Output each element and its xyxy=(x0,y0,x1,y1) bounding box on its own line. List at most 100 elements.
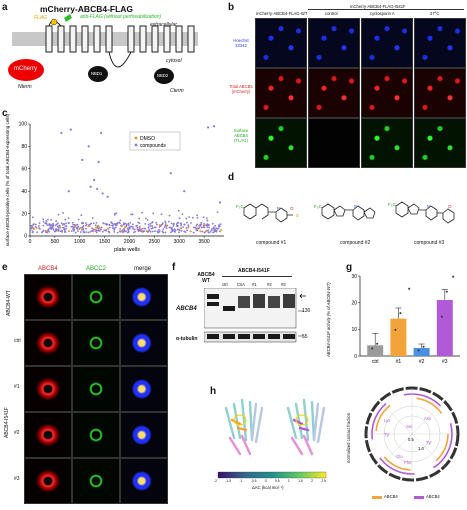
compound-point xyxy=(182,226,185,229)
micrograph-b-hoechst-csa xyxy=(361,18,413,68)
compound-point xyxy=(207,231,210,234)
compound-point xyxy=(176,225,178,227)
dmso-point xyxy=(32,227,35,230)
compound-point xyxy=(124,222,127,225)
compound-point xyxy=(190,222,192,224)
compound-point xyxy=(137,229,140,232)
compound-point xyxy=(129,221,132,224)
compound-hit-point xyxy=(81,158,84,161)
compound-point xyxy=(185,227,188,229)
col-cyclosporin: cyclosporin A xyxy=(370,11,395,16)
col-control: control xyxy=(325,11,338,16)
helix xyxy=(312,402,326,444)
micrograph-e-1-abcb4 xyxy=(24,366,72,412)
compound-point xyxy=(177,221,180,224)
tubulin-band xyxy=(207,334,219,339)
compound-point xyxy=(91,217,94,219)
compound-point xyxy=(42,224,45,227)
compound-hit-point xyxy=(89,185,92,188)
g-star-1: * xyxy=(408,288,411,294)
dmso-point xyxy=(94,229,97,232)
replicate-point xyxy=(445,290,448,293)
dmso-point xyxy=(146,230,149,233)
compound-point xyxy=(174,229,177,232)
micrograph-b-hoechst-27c xyxy=(414,18,466,68)
compound-point xyxy=(188,216,191,218)
dmso-point xyxy=(78,227,81,230)
compound-point xyxy=(42,218,45,221)
helix xyxy=(250,402,264,444)
nbd1-blob xyxy=(88,66,108,82)
bar xyxy=(390,318,407,356)
compound-point xyxy=(29,229,32,232)
legend-swatch-b xyxy=(414,496,424,499)
arrow-icon xyxy=(299,293,306,299)
antibody-icon xyxy=(64,14,72,22)
loop xyxy=(108,51,132,68)
helix xyxy=(230,418,248,432)
compound-point xyxy=(184,231,187,233)
compound-point xyxy=(48,222,51,225)
micrograph-e-2-abcb4 xyxy=(24,412,72,458)
compound-point xyxy=(92,228,95,231)
compound-hit-point xyxy=(206,126,210,129)
compound-point xyxy=(36,231,39,234)
compound-point xyxy=(138,222,141,225)
x-tick-label: #2 xyxy=(419,359,425,365)
compound-point xyxy=(183,223,186,226)
tm-helix xyxy=(163,25,171,53)
compound-point xyxy=(90,222,93,225)
panel-a-title: mCherry-ABCB4-FLAG xyxy=(40,4,134,14)
micrograph-b-surface-27c xyxy=(414,118,466,168)
compound-point xyxy=(154,230,156,233)
compound-point xyxy=(91,227,94,230)
compound-point xyxy=(40,231,43,234)
blot-band xyxy=(207,302,219,306)
compound-point xyxy=(196,223,198,226)
compound-point xyxy=(123,230,126,233)
compound-point xyxy=(161,223,164,226)
legend-label-a: ABCB4 xyxy=(384,494,398,499)
compound-point xyxy=(151,221,153,224)
e-col-abcc2: ABCC2 xyxy=(86,266,107,272)
x-tick-label: 2500 xyxy=(149,239,160,245)
compound-hit-point xyxy=(183,190,186,193)
colorbar-tick: 2.5 xyxy=(321,479,326,483)
g-ylabel: ABCB4-I541F activity (% of ABCB4-WT) xyxy=(326,282,331,358)
compound-point xyxy=(76,227,79,230)
compound-point xyxy=(52,228,55,231)
compound-point xyxy=(130,213,132,216)
compound-point xyxy=(216,211,219,214)
compound-point xyxy=(140,228,142,231)
compound-point xyxy=(60,222,63,225)
compound-point xyxy=(82,222,85,225)
compound-point xyxy=(127,222,130,225)
compound-point xyxy=(162,228,165,231)
replicate-point xyxy=(440,315,443,318)
group-header: mCherry-ABCB4-FLAG-I541F xyxy=(350,4,406,9)
compound-point xyxy=(50,224,52,227)
compound-point xyxy=(150,227,153,230)
compound-point xyxy=(186,229,188,232)
compound-point xyxy=(211,222,214,225)
micrograph-b-total-ctrl xyxy=(308,68,360,118)
residue-3: Glu xyxy=(396,454,403,459)
compound-point xyxy=(122,223,125,226)
compound-hit-point xyxy=(93,178,96,182)
compound-point xyxy=(56,222,59,225)
compound-point xyxy=(108,226,111,229)
colorbar-tick: -1.5 xyxy=(225,479,232,483)
compound-point xyxy=(73,223,76,226)
mcherry-blob xyxy=(8,59,44,81)
compound-point xyxy=(76,230,79,233)
tm-helix xyxy=(139,25,147,53)
micrograph-e-3-abcc2 xyxy=(72,458,120,504)
compound-point xyxy=(55,220,58,223)
compound-point xyxy=(180,224,182,227)
compound-point xyxy=(79,231,82,233)
y-tick-label: 60 xyxy=(21,167,27,173)
compound-point xyxy=(133,228,136,231)
micrograph-e-wt-merge xyxy=(120,274,168,320)
dmso-point xyxy=(199,230,202,233)
replicate-point xyxy=(417,349,420,352)
